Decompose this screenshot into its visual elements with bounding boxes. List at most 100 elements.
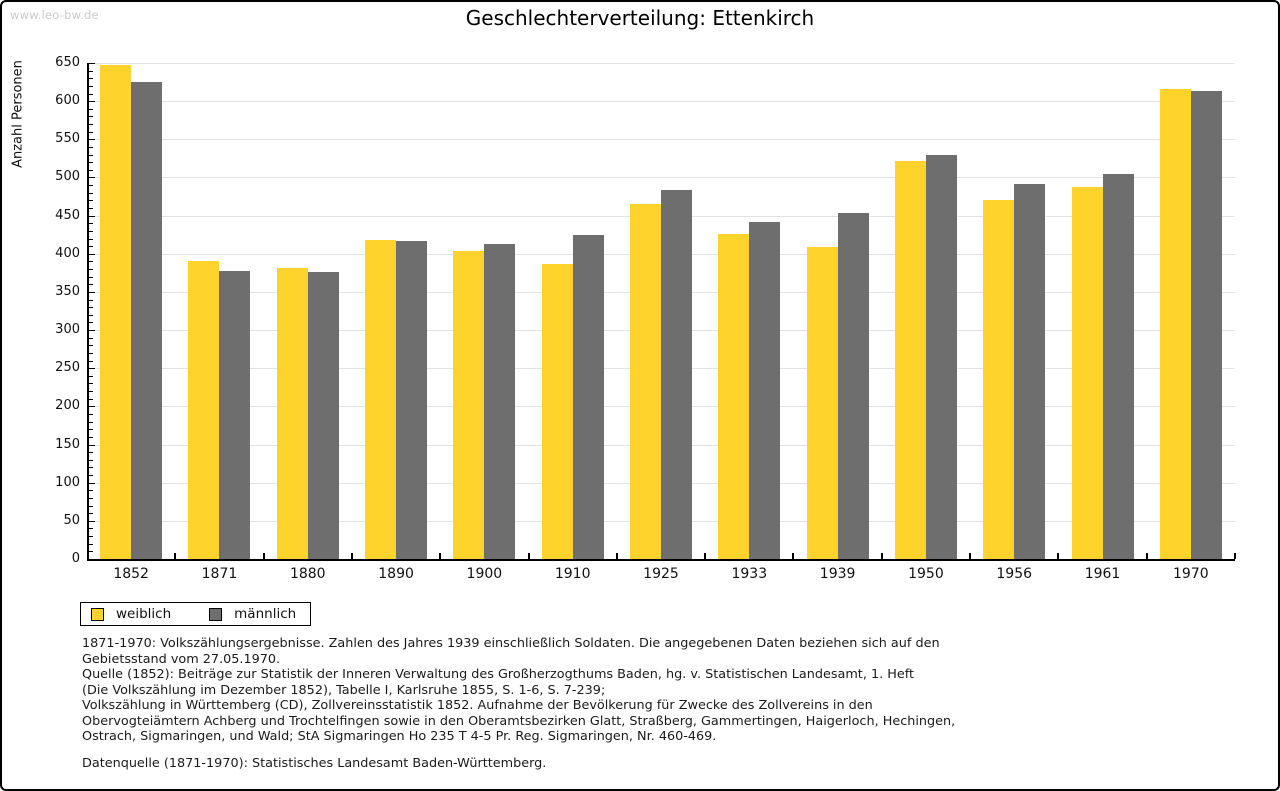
x-boundary-tick-5 (527, 553, 530, 559)
x-label-1890: 1890 (378, 566, 414, 582)
x-boundary-tick-1 (174, 553, 177, 559)
bar-weiblich-1890 (365, 240, 397, 559)
x-boundary-tick-3 (350, 553, 353, 559)
bar-weiblich-1880 (276, 267, 308, 559)
bar-weiblich-1925 (630, 204, 661, 559)
y-tick-480 (89, 192, 93, 194)
y-axis-label: Anzahl Personen (10, 60, 26, 168)
y-tick-90 (89, 490, 93, 492)
y-tick-100 (89, 482, 95, 484)
y-tick-450 (89, 215, 95, 217)
y-tick-270 (89, 352, 93, 354)
y-tick-420 (89, 238, 93, 240)
y-tick-60 (89, 513, 93, 515)
bar-weiblich-1950 (894, 160, 926, 559)
footnotes: 1871-1970: Volkszählungsergebnisse. Zahl… (82, 636, 1222, 771)
footnote-datasource: Datenquelle (1871-1970): Statistisches L… (82, 755, 547, 771)
y-tick-220 (89, 391, 93, 393)
x-label-1925: 1925 (643, 566, 679, 582)
bar-männlich-1910 (572, 234, 604, 559)
bar-weiblich-1910 (541, 264, 573, 559)
bar-männlich-1956 (1014, 183, 1046, 559)
y-tick-80 (89, 497, 93, 499)
y-tick-370 (89, 276, 93, 278)
x-axis-line (87, 559, 1235, 561)
y-tick-170 (89, 429, 93, 431)
y-tick-30 (89, 536, 93, 538)
y-tick-140 (89, 452, 93, 454)
y-tick-label-150: 150 (55, 436, 80, 452)
y-tick-10 (89, 551, 93, 553)
y-tick-50 (89, 520, 95, 522)
x-label-1939: 1939 (819, 566, 856, 582)
legend-item-maennlich: männlich (209, 606, 296, 622)
y-tick-550 (89, 139, 95, 141)
y-tick-490 (89, 185, 93, 187)
y-tick-label-0: 0 (71, 551, 80, 566)
x-boundary-tick-6 (615, 553, 618, 559)
gridline-550 (87, 139, 1235, 141)
x-label-1852: 1852 (113, 566, 149, 582)
bar-weiblich-1852 (100, 64, 132, 559)
legend-label-weiblich: weiblich (116, 606, 172, 622)
bar-männlich-1871 (219, 270, 251, 559)
y-tick-label-650: 650 (55, 55, 80, 70)
y-tick-630 (89, 78, 93, 80)
x-label-1871: 1871 (201, 566, 238, 582)
y-tick-310 (89, 322, 93, 324)
y-tick-560 (89, 131, 93, 133)
y-tick-330 (89, 307, 93, 309)
x-label-1950: 1950 (908, 566, 944, 582)
x-boundary-tick-2 (262, 553, 265, 559)
y-tick-label-350: 350 (55, 283, 80, 299)
y-tick-label-200: 200 (55, 398, 80, 414)
legend-label-maennlich: männlich (234, 606, 297, 622)
bar-männlich-1890 (396, 240, 428, 559)
y-tick-530 (89, 154, 93, 156)
bar-männlich-1933 (749, 222, 781, 559)
y-tick-600 (89, 101, 95, 103)
bar-männlich-1950 (925, 154, 957, 559)
y-tick-390 (89, 261, 93, 263)
y-tick-20 (89, 543, 93, 545)
y-tick-640 (89, 70, 93, 72)
bar-männlich-1970 (1190, 91, 1222, 559)
chart-title: Geschlechterverteilung: Ettenkirch (465, 6, 815, 30)
x-label-1961: 1961 (1084, 566, 1121, 582)
x-boundary-tick-8 (792, 553, 795, 559)
bar-männlich-1925 (661, 190, 692, 559)
y-tick-580 (89, 116, 93, 118)
y-tick-320 (89, 314, 93, 316)
y-tick-180 (89, 421, 93, 423)
x-boundary-tick-10 (969, 553, 972, 559)
bar-weiblich-1956 (983, 199, 1015, 559)
y-tick-190 (89, 414, 93, 415)
y-tick-label-500: 500 (55, 169, 80, 185)
y-tick-540 (89, 146, 93, 148)
y-tick-340 (89, 299, 93, 301)
legend-item-weiblich: weiblich (91, 606, 171, 622)
y-tick-70 (89, 505, 93, 507)
watermark: www.leo-bw.de (10, 8, 99, 22)
bar-weiblich-1970 (1159, 88, 1191, 559)
y-tick-470 (89, 200, 93, 202)
y-tick-430 (89, 230, 93, 232)
y-tick-590 (89, 108, 93, 110)
gridline-500 (87, 177, 1235, 179)
y-tick-40 (89, 528, 93, 530)
y-tick-250 (89, 368, 95, 370)
x-label-1933: 1933 (731, 566, 768, 582)
y-tick-label-50: 50 (63, 512, 80, 528)
bar-männlich-1852 (131, 82, 163, 559)
y-tick-label-450: 450 (55, 207, 80, 223)
x-label-1970: 1970 (1173, 566, 1209, 582)
y-tick-label-250: 250 (55, 360, 80, 376)
x-boundary-tick-9 (880, 553, 883, 559)
y-tick-500 (89, 177, 95, 179)
y-tick-110 (89, 475, 93, 477)
bar-weiblich-1939 (806, 246, 838, 559)
x-label-1900: 1900 (466, 566, 503, 582)
y-tick-520 (89, 162, 93, 164)
legend: weiblich männlich (80, 602, 312, 626)
